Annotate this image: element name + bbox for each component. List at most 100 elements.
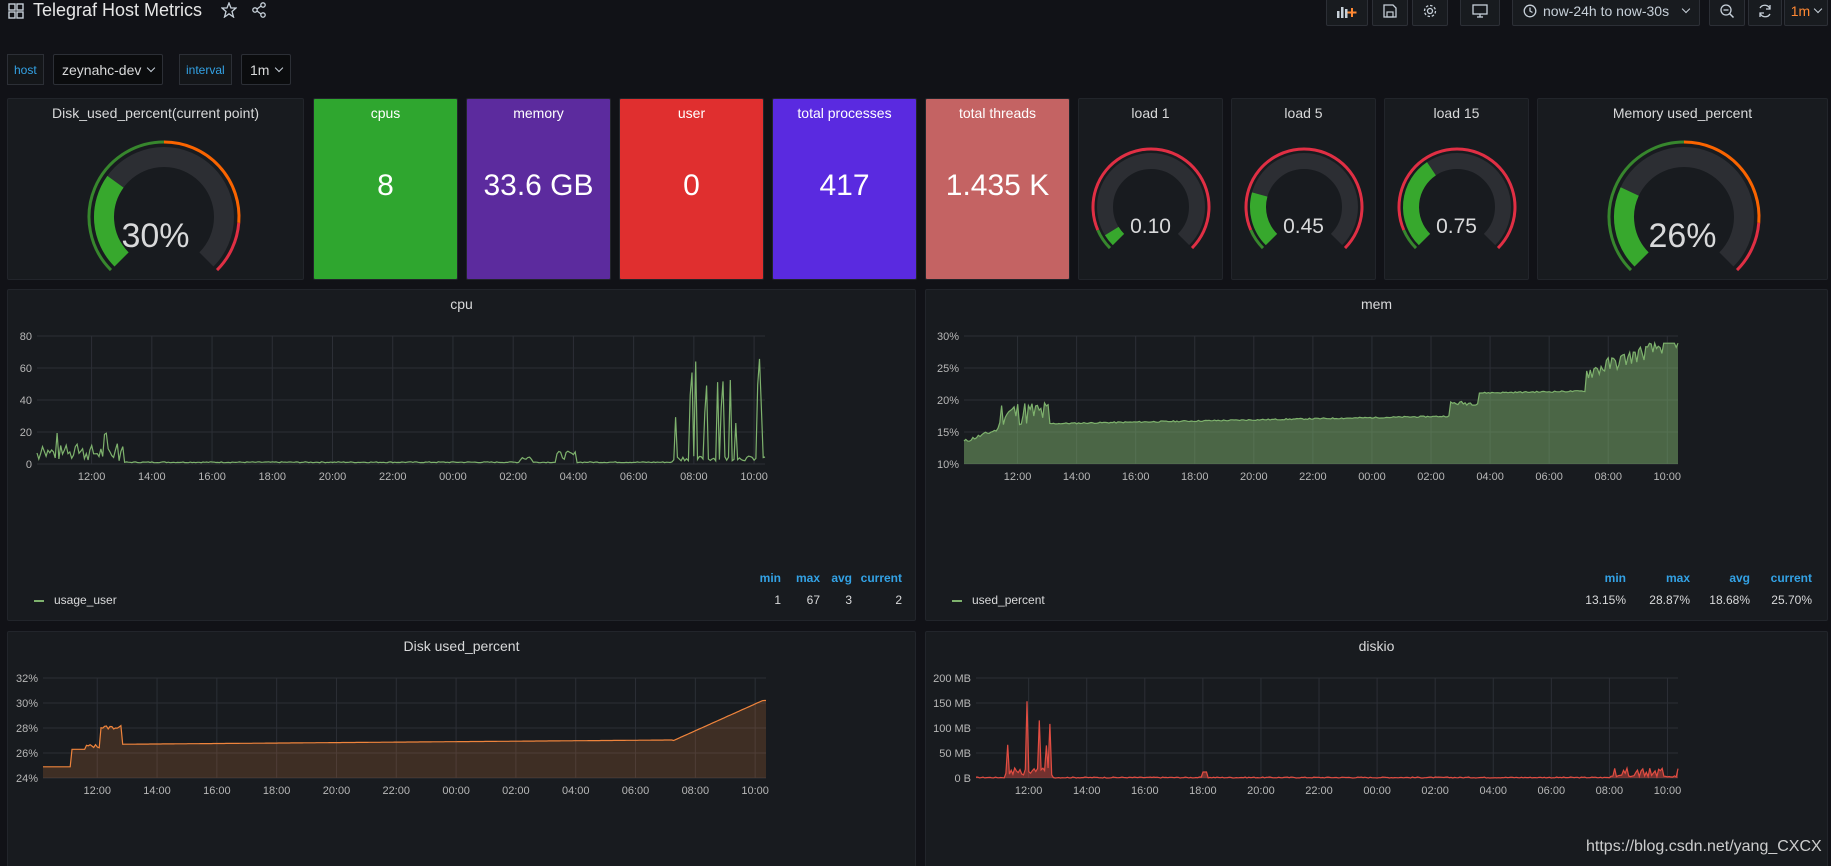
x-tick-label: 06:00 bbox=[622, 785, 650, 797]
settings-button[interactable] bbox=[1412, 0, 1448, 26]
load5-gauge-panel[interactable]: load 5 0.45 bbox=[1231, 98, 1376, 280]
gauge-value: 30% bbox=[121, 217, 190, 255]
interval-variable-select[interactable]: 1m bbox=[241, 54, 292, 85]
disk-used-gauge-panel[interactable]: Disk_used_percent(current point) 30% bbox=[7, 98, 304, 280]
x-tick-label: 20:00 bbox=[1240, 471, 1268, 483]
y-tick-label: 10% bbox=[937, 459, 959, 471]
refresh-interval-picker[interactable]: 1m bbox=[1784, 0, 1828, 26]
gauge-threshold-red bbox=[1244, 147, 1364, 250]
load15-gauge-panel[interactable]: load 15 0.75 bbox=[1384, 98, 1529, 280]
legend-header-min[interactable]: min bbox=[759, 571, 781, 585]
y-tick-label: 15% bbox=[937, 427, 959, 439]
stat-panel-memory[interactable]: memory 33.6 GB bbox=[466, 98, 611, 280]
legend-header-current[interactable]: current bbox=[860, 571, 902, 585]
y-tick-label: 100 MB bbox=[933, 723, 971, 735]
diskio-graph-panel[interactable]: diskio 0 B 50 MB 100 MB 150 MB 200 MB 12:00 14… bbox=[925, 631, 1828, 866]
legend-header-avg[interactable]: avg bbox=[1729, 571, 1750, 585]
x-tick-label: 22:00 bbox=[1305, 785, 1333, 797]
gauge-value: 26% bbox=[1648, 217, 1717, 255]
stat-panel-cpus[interactable]: cpus 8 bbox=[313, 98, 458, 280]
refresh-button[interactable] bbox=[1748, 0, 1782, 26]
panel-title: load 15 bbox=[1433, 105, 1480, 121]
panel-title: total threads bbox=[958, 105, 1037, 121]
x-tick-label: 20:00 bbox=[319, 471, 347, 483]
gear-icon bbox=[1423, 4, 1437, 18]
dashboard-grid-icon[interactable] bbox=[8, 3, 24, 19]
x-tick-label: 14:00 bbox=[1073, 785, 1101, 797]
mem-graph-panel[interactable]: mem 10% 15% 20% 25% 30% 12:00 14:00 16:00 18:00 2… bbox=[925, 289, 1828, 621]
chevron-down-icon bbox=[147, 63, 156, 72]
gauge-value: 0.75 bbox=[1436, 215, 1477, 238]
x-tick-label: 00:00 bbox=[442, 785, 470, 797]
y-tick-label: 20% bbox=[937, 395, 959, 407]
load1-gauge-panel[interactable]: load 1 0.10 bbox=[1078, 98, 1223, 280]
legend-series-name[interactable]: used_percent bbox=[972, 593, 1045, 607]
panel-title: Disk_used_percent(current point) bbox=[52, 105, 259, 121]
memory-used-gauge-panel[interactable]: Memory used_percent 26% bbox=[1537, 98, 1828, 280]
gauge-threshold-red bbox=[1397, 147, 1517, 250]
legend-min: 1 bbox=[774, 593, 781, 607]
chevron-down-icon bbox=[275, 63, 284, 72]
panel-title: user bbox=[677, 105, 706, 121]
x-tick-label: 20:00 bbox=[1247, 785, 1275, 797]
x-tick-label: 14:00 bbox=[138, 471, 166, 483]
disk-used-graph-panel[interactable]: Disk used_percent 24% 26% 28% 30% 32% 12:00 14… bbox=[7, 631, 916, 866]
star-icon[interactable] bbox=[219, 0, 239, 20]
legend-avg: 3 bbox=[845, 593, 852, 607]
tv-mode-button[interactable] bbox=[1460, 0, 1500, 26]
chevron-down-icon bbox=[1813, 4, 1823, 14]
x-tick-label: 18:00 bbox=[259, 471, 287, 483]
x-tick-label: 16:00 bbox=[203, 785, 231, 797]
y-tick-label: 30% bbox=[16, 698, 38, 710]
y-tick-label: 32% bbox=[16, 673, 38, 685]
share-icon[interactable] bbox=[249, 0, 269, 20]
diskio-chart[interactable]: 0 B 50 MB 100 MB 150 MB 200 MB 12:00 14:00 16:0… bbox=[926, 632, 1828, 866]
legend-header-current[interactable]: current bbox=[1770, 571, 1812, 585]
x-tick-label: 00:00 bbox=[1363, 785, 1391, 797]
time-range-picker[interactable]: now-24h to now-30s bbox=[1512, 0, 1700, 26]
y-tick-label: 40 bbox=[20, 395, 32, 407]
series-area bbox=[43, 700, 766, 778]
cpu-graph-panel[interactable]: cpu 0 20 40 60 80 12:00 14:00 16:00 18:00 20:00 22… bbox=[7, 289, 916, 621]
legend-header-max[interactable]: max bbox=[795, 571, 820, 585]
legend-header-min[interactable]: min bbox=[1604, 571, 1626, 585]
x-tick-label: 12:00 bbox=[1015, 785, 1043, 797]
x-tick-label: 08:00 bbox=[1596, 785, 1624, 797]
x-tick-label: 06:00 bbox=[1538, 785, 1566, 797]
series-area bbox=[976, 701, 1678, 778]
add-panel-button[interactable] bbox=[1326, 0, 1368, 26]
save-dashboard-button[interactable] bbox=[1372, 0, 1408, 26]
x-tick-label: 22:00 bbox=[1299, 471, 1327, 483]
stat-panel-total-processes[interactable]: total processes 417 bbox=[772, 98, 917, 280]
gauge-value-arc bbox=[1250, 192, 1278, 246]
zoom-out-button[interactable] bbox=[1709, 0, 1745, 26]
x-tick-label: 02:00 bbox=[1417, 471, 1445, 483]
legend-header-max[interactable]: max bbox=[1665, 571, 1690, 585]
panel-title: memory bbox=[513, 105, 564, 121]
interval-variable-value: 1m bbox=[250, 61, 270, 78]
gauge-value: 0.45 bbox=[1283, 215, 1324, 238]
stat-panel-user[interactable]: user 0 bbox=[619, 98, 764, 280]
x-tick-label: 10:00 bbox=[1654, 785, 1682, 797]
stat-value: 0 bbox=[683, 169, 700, 202]
panel-title: cpu bbox=[450, 296, 473, 312]
mem-chart[interactable]: 10% 15% 20% 25% 30% 12:00 14:00 16:00 18:00 20:00… bbox=[926, 290, 1828, 570]
add-panel-icon bbox=[1337, 7, 1357, 18]
panel-title: Memory used_percent bbox=[1612, 105, 1753, 121]
disk-used-chart[interactable]: 24% 26% 28% 30% 32% 12:00 14:00 16:00 18:00 20:00… bbox=[8, 632, 916, 866]
x-tick-label: 14:00 bbox=[143, 785, 171, 797]
legend-header-avg[interactable]: avg bbox=[831, 571, 852, 585]
legend-series-name[interactable]: usage_user bbox=[54, 593, 117, 607]
x-tick-label: 02:00 bbox=[1421, 785, 1449, 797]
host-variable-select[interactable]: zeynahc-dev bbox=[53, 54, 164, 85]
x-tick-label: 18:00 bbox=[1181, 471, 1209, 483]
gauge-threshold-red bbox=[1735, 222, 1761, 272]
y-tick-label: 80 bbox=[20, 331, 32, 343]
cpu-chart[interactable]: 0 20 40 60 80 12:00 14:00 16:00 18:00 20:00 22:00 0… bbox=[8, 290, 916, 570]
panel-title: Disk used_percent bbox=[403, 638, 520, 654]
gauge-value: 0.10 bbox=[1130, 215, 1171, 238]
stat-panel-total-threads[interactable]: total threads 1.435 K bbox=[925, 98, 1070, 280]
refresh-interval-text: 1m bbox=[1790, 3, 1811, 19]
dashboard-title[interactable]: Telegraf Host Metrics bbox=[33, 0, 203, 20]
monitor-icon bbox=[1472, 4, 1488, 18]
